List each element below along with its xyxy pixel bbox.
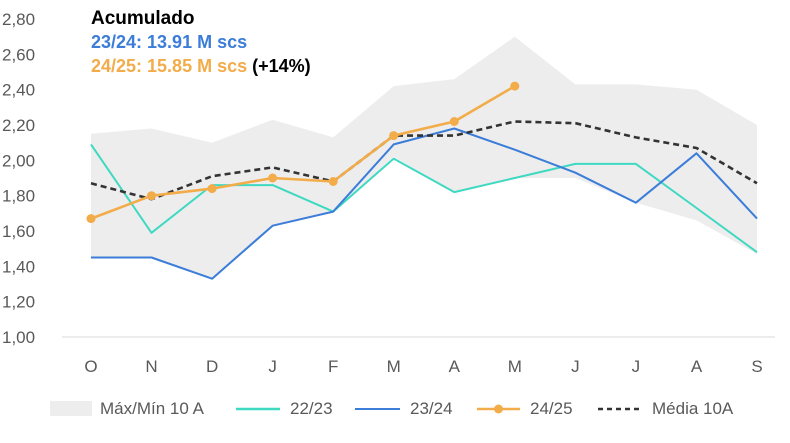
annotation-line-2324: 23/24: 13.91 M scs [91,32,247,52]
legend: Máx/Mín 10 A 22/23 23/24 24/25 Média 10A [50,399,734,418]
y-tick-label: 2,00 [2,151,35,170]
x-tick-label: J [268,357,277,376]
x-tick-label: N [145,357,157,376]
legend-2425-label: 24/25 [530,399,573,418]
series-line-22-23 [90,143,758,254]
legend-band-swatch [50,401,92,416]
x-tick-label: M [387,357,401,376]
annotation-line-2425-value: 24/25: 15.85 M scs [91,56,247,76]
x-tick-label: F [328,357,338,376]
point-24-25 [268,173,278,183]
y-tick-label: 2,60 [2,45,35,64]
series-line-24-25 [90,84,516,220]
legend-band-label: Máx/Mín 10 A [100,399,205,418]
point-24-25 [510,81,520,91]
legend-2324-label: 23/24 [410,399,453,418]
series-line-m-dia-10a [90,120,758,201]
annotation-line-2425-change: (+14%) [252,56,311,76]
x-tick-label: O [84,357,97,376]
y-axis: 1,00 1,20 1,40 1,60 1,80 2,00 2,20 2,40 2,60 2,80 [2,10,775,347]
max-min-band [91,36,757,279]
y-tick-label: 1,40 [2,257,35,276]
point-24-25 [86,214,96,224]
y-tick-label: 1,80 [2,187,35,206]
x-tick-label: S [751,357,762,376]
annotation-line-2425: 24/25: 15.85 M scs (+14%) [91,56,311,76]
point-24-25 [328,177,338,186]
series-line-23-24 [91,127,758,280]
point-24-25 [147,191,156,201]
max-min-band-layer [91,36,757,279]
y-tick-label: 1,20 [2,293,35,312]
legend-media-label: Média 10A [652,399,734,418]
legend-2425-marker [494,404,503,414]
annotation-title: Acumulado [91,8,194,29]
x-tick-label: A [449,357,461,376]
point-24-25 [449,117,459,126]
x-tick-label: J [632,357,641,376]
y-tick-label: 2,20 [2,116,35,135]
legend-2223-label: 22/23 [290,399,333,418]
y-tick-label: 1,00 [2,328,35,347]
series-layer [86,81,758,280]
point-24-25 [207,184,217,194]
x-tick-label: J [571,357,580,376]
y-tick-label: 1,60 [2,222,35,241]
y-tick-label: 2,80 [2,10,35,29]
y-tick-label: 2,40 [2,81,35,100]
x-tick-label: A [691,357,703,376]
x-tick-label: D [206,357,218,376]
point-24-25 [389,131,399,141]
x-tick-label: M [508,357,522,376]
